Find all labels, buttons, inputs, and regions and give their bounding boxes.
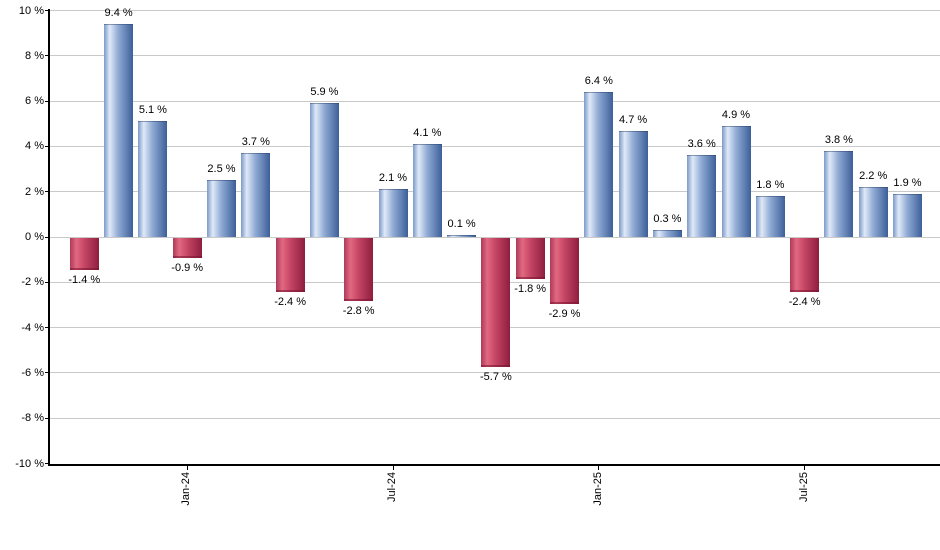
bar-value-label: -5.7 % — [479, 371, 512, 384]
bar-16 — [618, 130, 648, 237]
x-axis-tick-label: Jul-25 — [797, 472, 810, 502]
y-axis-tick-label: -4 % — [21, 321, 44, 334]
bar-3 — [172, 238, 202, 259]
bar-10 — [412, 144, 442, 237]
x-axis-tick — [186, 465, 188, 470]
bar-value-label: 5.9 % — [310, 86, 339, 99]
x-axis-tick-label: Jul-24 — [386, 472, 398, 502]
bar-24 — [893, 193, 922, 237]
bar-value-label: -2.9 % — [548, 307, 581, 320]
bar-value-label: 1.8 % — [756, 179, 785, 192]
gridline — [49, 145, 940, 147]
x-axis-tick — [598, 465, 600, 470]
y-axis-tick — [45, 463, 49, 464]
bar-17 — [652, 230, 682, 237]
y-axis-tick-label: -2 % — [21, 276, 44, 289]
y-axis-tick-label: 4 % — [25, 140, 44, 153]
bar-value-label: 4.1 % — [413, 127, 442, 140]
gridline — [49, 372, 940, 374]
bar-value-label: -2.8 % — [342, 305, 375, 318]
y-axis-tick-label: -10 % — [15, 457, 44, 470]
bar-13 — [515, 238, 545, 279]
bar-value-label: 3.7 % — [241, 136, 270, 149]
bar-8 — [344, 238, 374, 302]
y-axis-tick — [45, 236, 49, 238]
y-axis-tick-label: 6 % — [25, 95, 44, 108]
bar-value-label: 1.9 % — [893, 176, 922, 189]
bar-value-label: 2.5 % — [207, 163, 236, 176]
bar-value-label: -2.4 % — [274, 296, 306, 309]
y-axis-tick — [45, 281, 49, 283]
bar-1 — [104, 24, 134, 237]
y-axis-tick — [45, 191, 49, 193]
bar-value-label: -0.9 % — [171, 262, 204, 275]
x-axis-tick-label: Jan-24 — [180, 472, 193, 506]
bar-20 — [755, 196, 785, 237]
bar-value-label: -1.4 % — [68, 273, 101, 286]
gridline — [49, 236, 940, 238]
bar-value-label: 6.4 % — [584, 75, 613, 88]
bar-value-label: 2.1 % — [378, 172, 408, 185]
x-axis-line — [48, 464, 940, 466]
bar-value-label: 0.1 % — [447, 217, 476, 230]
bar-18 — [687, 155, 717, 237]
bar-value-label: 3.6 % — [687, 138, 716, 151]
bar-22 — [824, 150, 854, 237]
x-axis-tick-label: Jan-25 — [591, 472, 604, 506]
bar-value-label: 4.7 % — [619, 113, 648, 126]
bar-23 — [858, 187, 888, 237]
bar-4 — [207, 180, 236, 237]
gridline — [49, 55, 940, 57]
bar-15 — [584, 92, 614, 237]
bar-value-label: 2.2 % — [859, 170, 888, 183]
y-axis-tick-label: 10 % — [18, 4, 44, 17]
bar-11 — [447, 234, 477, 237]
y-axis-tick — [45, 55, 49, 57]
y-axis-line — [48, 8, 50, 465]
bar-value-label: 9.4 % — [104, 7, 133, 20]
y-axis-tick — [45, 145, 49, 147]
bar-value-label: -1.8 % — [514, 282, 547, 295]
bar-14 — [550, 238, 579, 304]
bar-value-label: 5.1 % — [138, 104, 167, 117]
y-axis-tick — [45, 417, 49, 419]
y-axis-tick-label: 2 % — [25, 185, 44, 198]
gridline — [49, 417, 940, 419]
y-axis-tick — [45, 100, 49, 102]
y-axis-tick-label: -8 % — [21, 412, 44, 425]
y-axis-tick — [45, 372, 49, 374]
bar-2 — [138, 121, 168, 237]
bar-value-label: -2.4 % — [788, 296, 821, 309]
bar-5 — [241, 153, 271, 237]
x-axis-tick — [392, 465, 394, 470]
bar-value-label: 0.3 % — [653, 213, 682, 226]
bar-7 — [309, 103, 339, 237]
bar-12 — [481, 238, 511, 368]
gridline — [49, 100, 940, 102]
gridline — [49, 191, 940, 193]
bar-0 — [69, 238, 99, 270]
y-axis-tick-label: 8 % — [25, 49, 44, 62]
bar-9 — [378, 189, 408, 237]
bar-value-label: 3.8 % — [824, 133, 853, 146]
gridline — [49, 10, 940, 11]
y-axis-tick-label: -6 % — [21, 366, 44, 379]
x-axis-tick — [804, 465, 806, 470]
y-axis-tick-label: 0 % — [25, 231, 44, 243]
bar-value-label: 4.9 % — [721, 109, 751, 121]
y-axis-tick — [45, 10, 49, 11]
bar-21 — [790, 238, 820, 293]
bar-19 — [721, 126, 751, 237]
y-axis-tick — [45, 327, 49, 329]
bar-6 — [275, 238, 305, 293]
